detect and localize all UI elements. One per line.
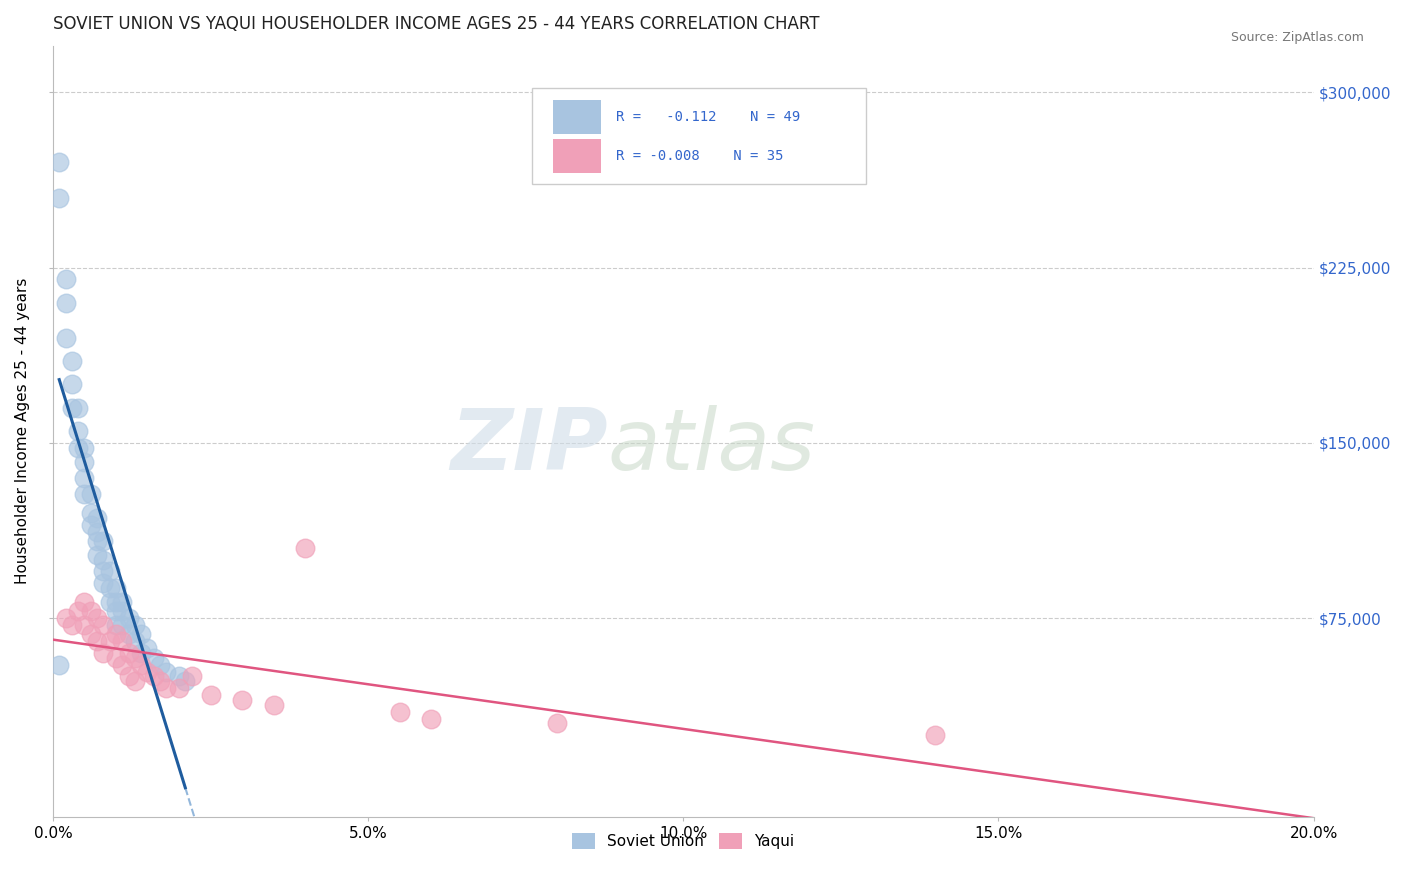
Point (124, 618, 146, 632)
Point (73, 618, 96, 632)
Point (60, 401, 83, 415)
Point (55, 611, 77, 625)
Point (124, 650, 146, 665)
Point (117, 611, 139, 625)
Point (136, 641, 159, 656)
Point (124, 674, 146, 689)
Point (67, 401, 90, 415)
Y-axis label: Householder Income Ages 25 - 44 years: Householder Income Ages 25 - 44 years (15, 278, 30, 584)
Point (60, 618, 83, 632)
Point (180, 669, 202, 683)
Text: R =   -0.112    N = 49: R = -0.112 N = 49 (616, 110, 800, 124)
FancyBboxPatch shape (531, 88, 866, 185)
Point (93, 565, 115, 579)
Point (142, 669, 165, 683)
Point (155, 665, 177, 679)
Point (388, 705, 411, 719)
Text: SOVIET UNION VS YAQUI HOUSEHOLDER INCOME AGES 25 - 44 YEARS CORRELATION CHART: SOVIET UNION VS YAQUI HOUSEHOLDER INCOME… (53, 15, 820, 33)
Point (48, 190, 70, 204)
Point (104, 595, 127, 609)
Point (98, 581, 121, 595)
Point (67, 424, 90, 438)
Point (55, 331, 77, 345)
Point (86, 634, 108, 648)
Point (167, 681, 190, 695)
Legend: Soviet Union, Yaqui: Soviet Union, Yaqui (565, 827, 800, 855)
Point (93, 533, 115, 548)
Point (93, 646, 115, 660)
Text: atlas: atlas (607, 405, 815, 488)
Point (60, 354, 83, 368)
Point (117, 646, 139, 660)
Point (129, 646, 152, 660)
Point (55, 272, 77, 286)
Point (117, 669, 139, 683)
Point (93, 552, 115, 566)
Point (149, 657, 172, 672)
Point (167, 669, 190, 683)
Point (67, 441, 90, 455)
Point (48, 155, 70, 169)
Point (111, 618, 134, 632)
Point (60, 377, 83, 392)
Point (80, 517, 103, 532)
Point (98, 565, 121, 579)
Point (924, 728, 946, 742)
Point (263, 698, 285, 712)
Point (86, 533, 108, 548)
Point (80, 487, 103, 501)
Point (200, 688, 222, 702)
Point (174, 674, 197, 689)
Point (104, 618, 127, 632)
Point (420, 712, 443, 726)
Point (111, 604, 134, 618)
Point (86, 510, 108, 524)
Point (86, 524, 108, 539)
Point (86, 611, 108, 625)
Point (104, 627, 127, 641)
Point (129, 657, 152, 672)
Text: ZIP: ZIP (450, 405, 607, 488)
Point (73, 471, 96, 485)
Point (73, 454, 96, 468)
Point (111, 595, 134, 609)
Point (80, 604, 103, 618)
Point (104, 604, 127, 618)
Point (55, 295, 77, 310)
Point (136, 665, 159, 679)
Point (149, 674, 172, 689)
Point (80, 506, 103, 520)
Point (67, 604, 90, 618)
Point (93, 576, 115, 591)
Point (48, 657, 70, 672)
Text: R = -0.008    N = 35: R = -0.008 N = 35 (616, 149, 785, 162)
Point (231, 693, 253, 707)
Point (73, 595, 96, 609)
Point (104, 650, 127, 665)
Point (129, 627, 152, 641)
Text: Source: ZipAtlas.com: Source: ZipAtlas.com (1230, 31, 1364, 45)
Point (124, 634, 146, 648)
Point (93, 618, 115, 632)
Point (111, 634, 134, 648)
Point (104, 581, 127, 595)
Bar (554, 100, 602, 134)
Point (117, 627, 139, 641)
Point (142, 650, 165, 665)
Point (155, 681, 177, 695)
Point (294, 541, 316, 555)
Point (73, 441, 96, 455)
Point (86, 548, 108, 562)
Point (546, 716, 568, 731)
Point (111, 657, 134, 672)
Point (98, 634, 121, 648)
Point (80, 627, 103, 641)
Bar (554, 139, 602, 173)
Point (73, 487, 96, 501)
Point (98, 595, 121, 609)
